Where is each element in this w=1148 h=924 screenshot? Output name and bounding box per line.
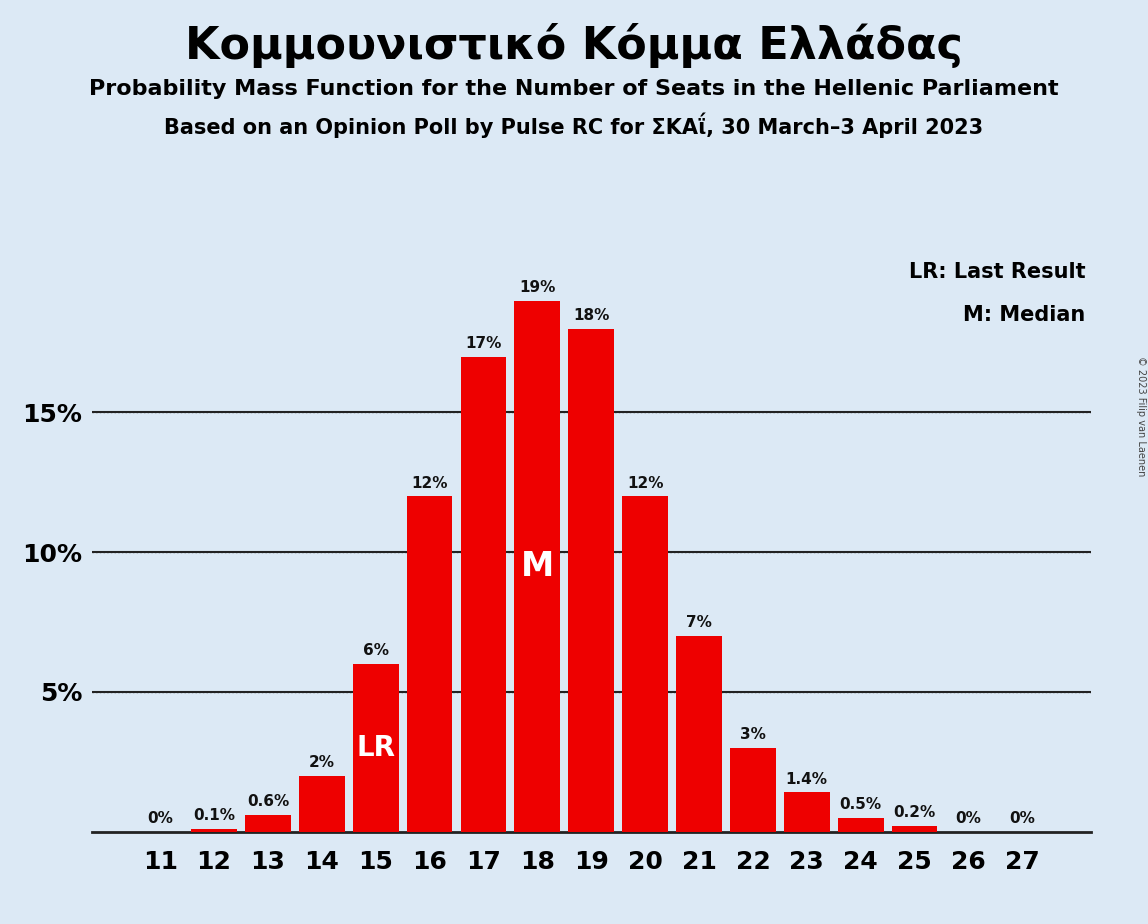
Text: M: M <box>521 550 554 583</box>
Bar <box>245 815 290 832</box>
Text: 12%: 12% <box>411 476 448 491</box>
Text: LR: Last Result: LR: Last Result <box>909 261 1086 282</box>
Bar <box>460 357 506 832</box>
Bar <box>568 329 614 832</box>
Text: 6%: 6% <box>363 643 389 658</box>
Text: 0.1%: 0.1% <box>193 808 235 823</box>
Text: 18%: 18% <box>573 308 610 323</box>
Bar <box>892 826 938 832</box>
Text: Based on an Opinion Poll by Pulse RC for ΣΚΑΐ, 30 March–3 April 2023: Based on an Opinion Poll by Pulse RC for… <box>164 113 984 139</box>
Text: 2%: 2% <box>309 755 335 770</box>
Bar <box>622 496 668 832</box>
Text: LR: LR <box>356 734 395 761</box>
Text: 0.2%: 0.2% <box>893 806 936 821</box>
Bar <box>298 776 344 832</box>
Bar <box>784 793 830 832</box>
Bar <box>676 636 722 832</box>
Text: 1.4%: 1.4% <box>785 772 828 787</box>
Text: © 2023 Filip van Laenen: © 2023 Filip van Laenen <box>1135 356 1146 476</box>
Text: 0.6%: 0.6% <box>247 795 289 809</box>
Text: 0%: 0% <box>1009 811 1035 826</box>
Text: 0.5%: 0.5% <box>839 797 882 812</box>
Text: 3%: 3% <box>740 727 766 742</box>
Text: Probability Mass Function for the Number of Seats in the Hellenic Parliament: Probability Mass Function for the Number… <box>90 79 1058 99</box>
Bar <box>838 818 884 832</box>
Text: Κομμουνιστικό Κόμμα Ελλάδας: Κομμουνιστικό Κόμμα Ελλάδας <box>185 23 963 68</box>
Text: 12%: 12% <box>627 476 664 491</box>
Bar <box>191 829 236 832</box>
Text: 0%: 0% <box>955 811 982 826</box>
Text: 17%: 17% <box>465 336 502 351</box>
Text: M: Median: M: Median <box>963 305 1086 324</box>
Text: 0%: 0% <box>147 811 173 826</box>
Bar <box>406 496 452 832</box>
Text: 19%: 19% <box>519 280 556 295</box>
Bar <box>514 300 560 832</box>
Bar <box>730 748 776 832</box>
Bar <box>352 664 398 832</box>
Text: 7%: 7% <box>687 615 712 630</box>
